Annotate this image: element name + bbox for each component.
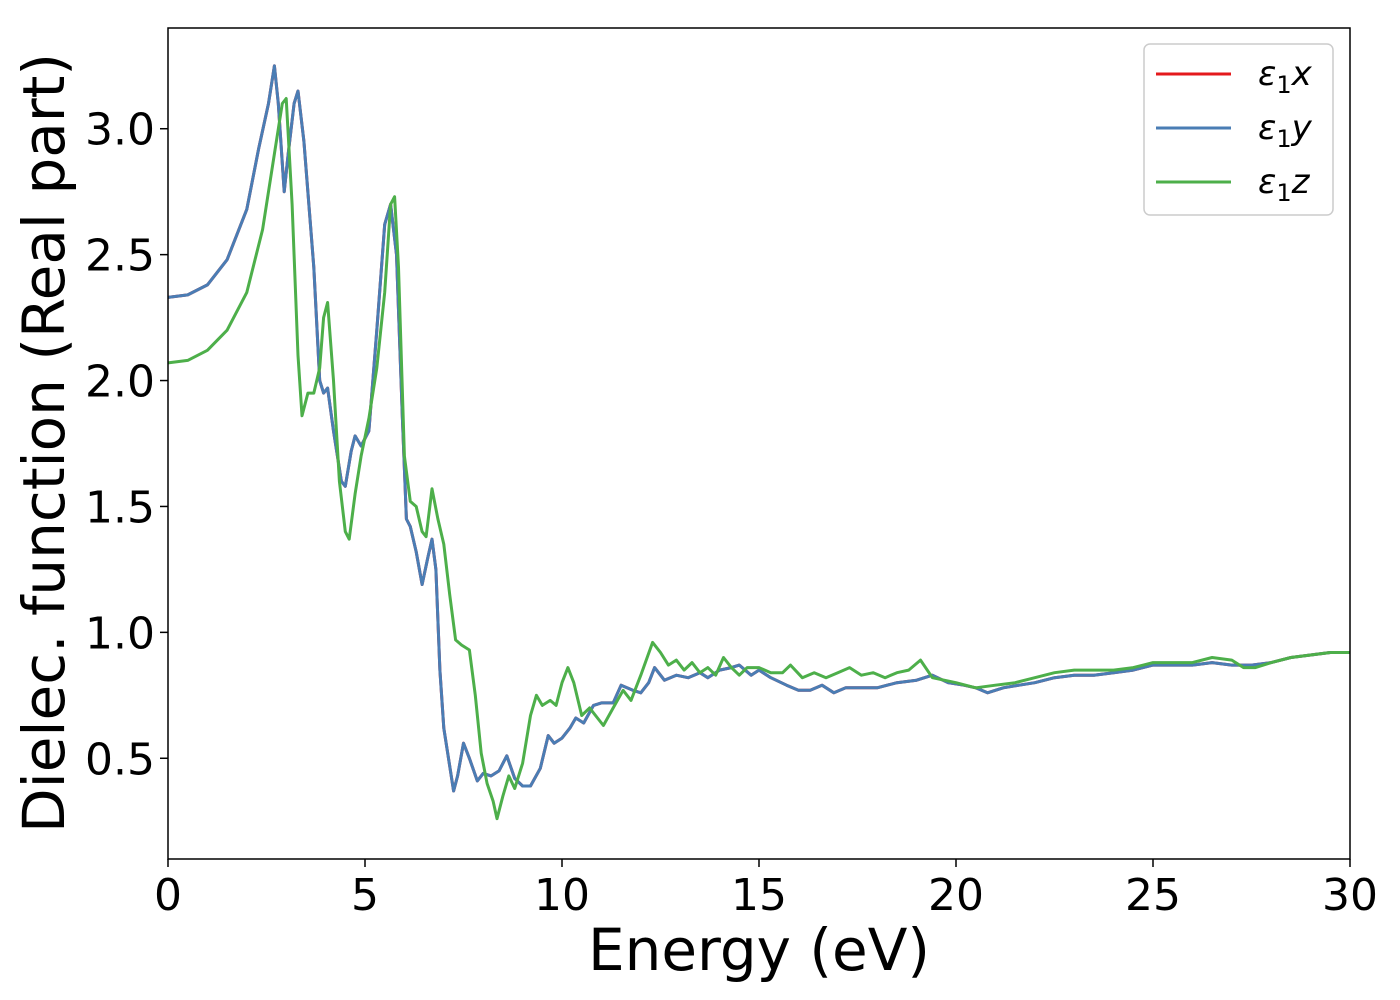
y-tick-label: 1.5: [85, 482, 155, 533]
y-tick-label: 2.5: [85, 231, 155, 282]
legend-label-x: ε1x: [1258, 54, 1313, 99]
legend-variable: y: [1291, 108, 1313, 148]
legend-label-z: ε1z: [1258, 162, 1311, 207]
series-line-z: [167, 97, 1350, 821]
legend-symbol: ε: [1258, 162, 1276, 202]
x-tick-label: 25: [1125, 870, 1181, 921]
legend-box: [1143, 43, 1334, 216]
y-tick-label: 1.0: [85, 608, 155, 659]
legend-variable: x: [1291, 54, 1313, 94]
x-axis-label: Energy (eV): [588, 916, 930, 984]
legend-label-y: ε1y: [1258, 108, 1313, 153]
x-tick-label: 20: [928, 870, 984, 921]
y-axis-ticks: 0.5 1.0 1.5 2.0 2.5 3.0: [85, 105, 168, 785]
y-axis-label: Dielec. function (Real part): [10, 53, 78, 833]
x-tick-label: 15: [731, 870, 787, 921]
legend-symbol: ε: [1258, 54, 1276, 94]
y-tick-label: 0.5: [85, 734, 155, 785]
y-tick-label: 2.0: [85, 357, 155, 408]
x-tick-label: 10: [534, 870, 590, 921]
x-tick-label: 0: [154, 870, 182, 921]
legend-subscript: 1: [1276, 179, 1291, 207]
y-tick-label: 3.0: [85, 105, 155, 156]
x-tick-label: 30: [1322, 870, 1378, 921]
x-tick-label: 5: [351, 870, 379, 921]
legend-variable: z: [1291, 162, 1311, 202]
legend-subscript: 1: [1276, 125, 1291, 153]
plot-lines: [167, 64, 1350, 821]
legend-subscript: 1: [1276, 71, 1291, 99]
x-axis-ticks: 0 5 10 15 20 25 30: [154, 859, 1378, 921]
legend-symbol: ε: [1258, 108, 1276, 148]
